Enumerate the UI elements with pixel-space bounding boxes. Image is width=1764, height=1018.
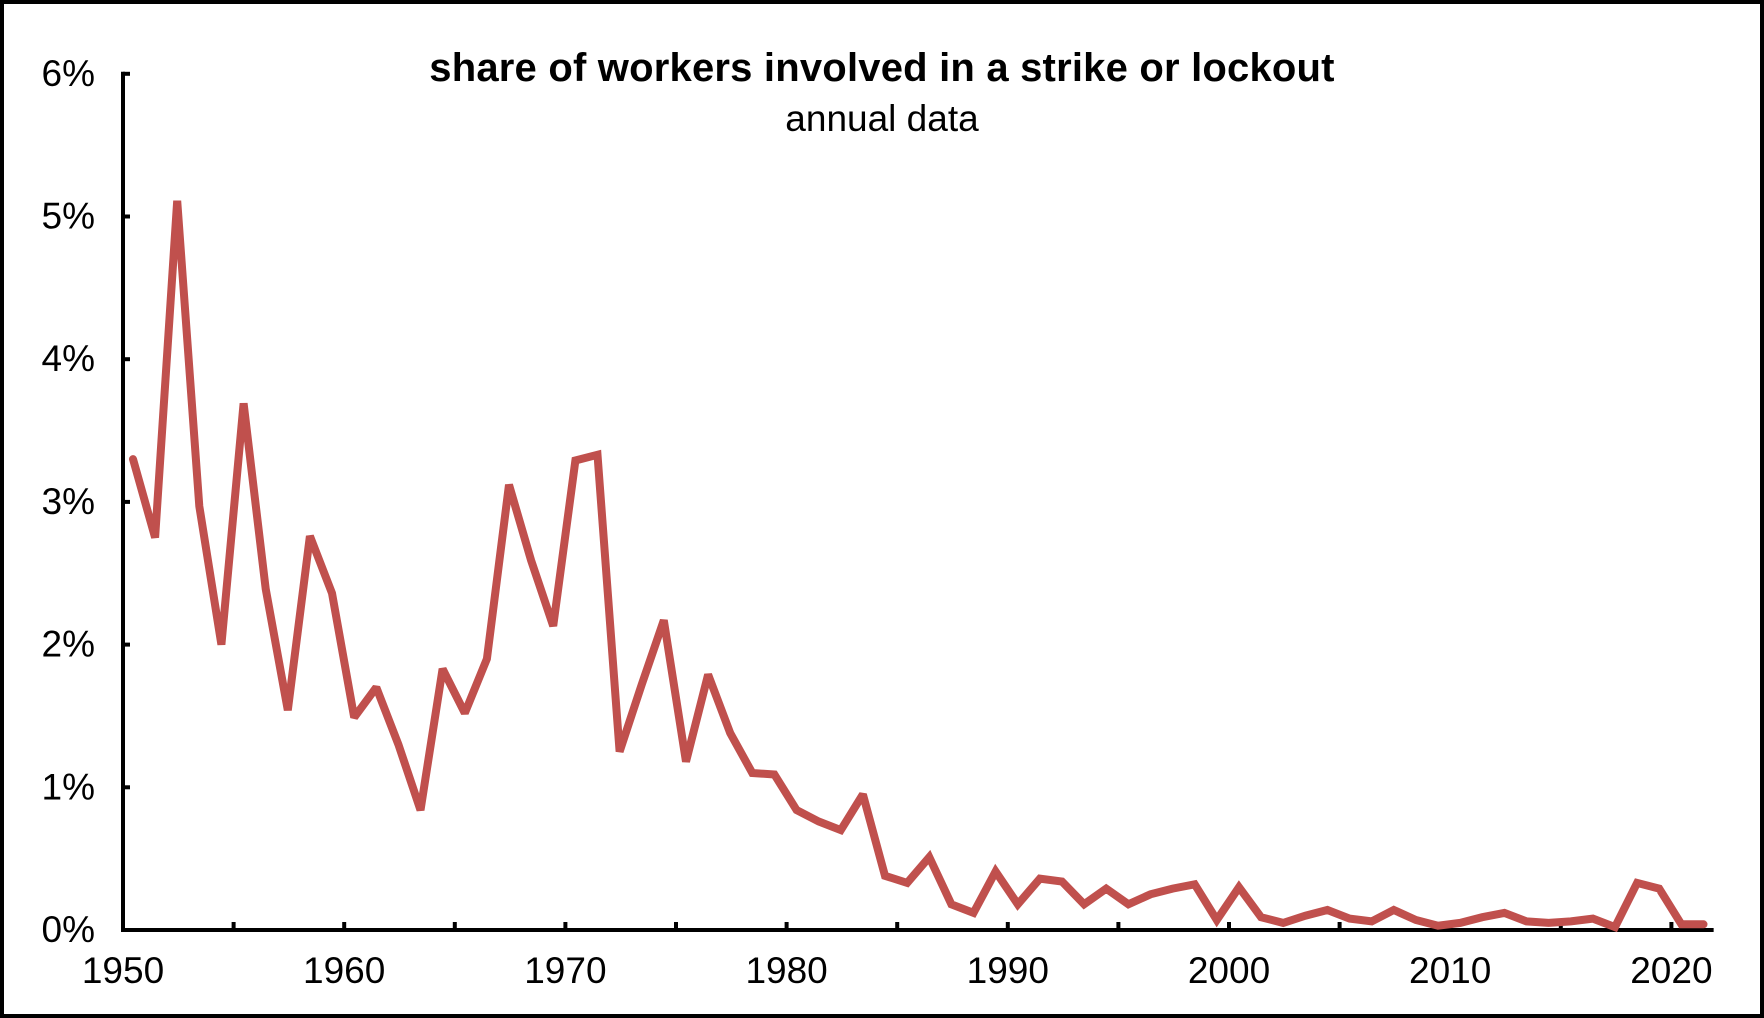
y-tick-label: 4% [42,338,95,379]
x-tick-label: 2000 [1188,950,1270,991]
y-tick-label: 3% [42,481,95,522]
x-tick-label: 1980 [745,950,827,991]
chart-title: share of workers involved in a strike or… [429,46,1335,90]
data-series [129,200,1708,933]
y-tick-label: 2% [42,624,95,665]
series-line [129,200,1708,933]
x-tick-label: 1960 [303,950,385,991]
x-tick-label: 1990 [967,950,1049,991]
y-tick-label: 1% [42,766,95,807]
x-tick-label: 1970 [524,950,606,991]
chart-subtitle: annual data [785,98,979,139]
y-tick-label: 0% [42,909,95,950]
y-axis: 0% 1% 2% 3% 4% 5% 6% [42,53,130,950]
x-tick-label: 2010 [1409,950,1491,991]
y-tick-label: 6% [42,53,95,94]
x-tick-label: 1950 [82,950,164,991]
y-tick-label: 5% [42,196,95,237]
x-tick-label: 2020 [1630,950,1712,991]
x-axis: 1950 1960 1970 1980 1990 2000 2010 2020 [82,922,1714,991]
